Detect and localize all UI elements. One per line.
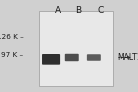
Text: C: C xyxy=(98,6,104,15)
Bar xyxy=(39,11,113,86)
FancyBboxPatch shape xyxy=(87,54,101,61)
Text: B: B xyxy=(76,6,82,15)
Text: 97 K –: 97 K – xyxy=(1,52,23,58)
Text: MALT1: MALT1 xyxy=(117,53,138,62)
FancyBboxPatch shape xyxy=(42,54,60,65)
FancyBboxPatch shape xyxy=(65,54,79,61)
Text: 126 K –: 126 K – xyxy=(0,34,23,40)
Text: A: A xyxy=(55,6,61,15)
